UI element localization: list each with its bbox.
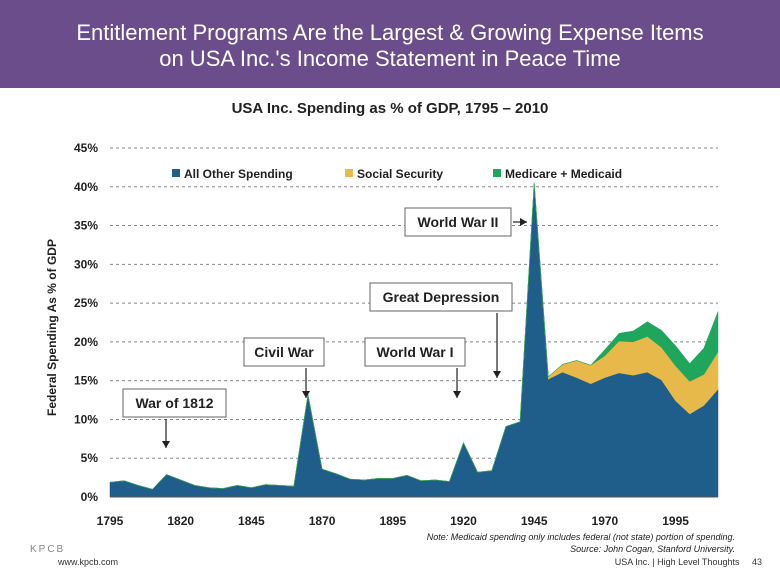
- x-tick-label: 1995: [662, 514, 689, 528]
- slide-title-line-1: Entitlement Programs Are the Largest & G…: [76, 20, 704, 45]
- slide-title-line-2: on USA Inc.'s Income Statement in Peace …: [159, 46, 621, 71]
- legend-swatch: [493, 169, 501, 177]
- x-tick-label: 1820: [167, 514, 194, 528]
- callout-label: World War II: [418, 214, 499, 230]
- title-banner: Entitlement Programs Are the Largest & G…: [0, 0, 780, 88]
- callout-arrow-head: [493, 371, 501, 378]
- y-tick-label: 0%: [81, 490, 99, 504]
- x-tick-label: 1895: [379, 514, 406, 528]
- x-tick-label: 1970: [592, 514, 619, 528]
- medicaid-note: Note: Medicaid spending only includes fe…: [426, 532, 735, 542]
- area-medicare-medicaid: [109, 182, 719, 490]
- footer-website: www.kpcb.com: [58, 557, 119, 567]
- x-tick-label: 1845: [238, 514, 265, 528]
- callout-box: [122, 388, 227, 418]
- callout-arrow-head: [520, 218, 527, 226]
- y-tick-label: 15%: [74, 374, 98, 388]
- callout-label: War of 1812: [135, 395, 213, 411]
- y-tick-label: 10%: [74, 412, 98, 426]
- y-tick-label: 30%: [74, 257, 98, 271]
- callout-label: Civil War: [254, 344, 314, 360]
- footer-right: USA Inc. | High Level Thoughts 43: [615, 557, 762, 567]
- legend-swatch: [345, 169, 353, 177]
- x-tick-label: 1795: [97, 514, 124, 528]
- y-tick-label: 20%: [74, 335, 98, 349]
- callout-arrow-head: [302, 391, 310, 398]
- callout-arrow-head: [453, 391, 461, 398]
- x-tick-label: 1870: [309, 514, 336, 528]
- legend-label: Medicare + Medicaid: [505, 167, 622, 181]
- kpcb-logo: KPCB: [30, 544, 66, 555]
- callout-label: World War I: [377, 344, 454, 360]
- y-tick-label: 45%: [74, 141, 98, 155]
- footer-deck-name: USA Inc. | High Level Thoughts: [614, 557, 740, 567]
- source-citation: Source: John Cogan, Stanford University.: [570, 544, 735, 554]
- x-tick-label: 1945: [521, 514, 548, 528]
- y-tick-label: 35%: [74, 219, 98, 233]
- callout-box: [243, 337, 325, 367]
- callout-box: [369, 282, 513, 312]
- y-axis-title: Federal Spending As % of GDP: [45, 239, 59, 416]
- callout-box: [364, 337, 466, 367]
- source-note: Note: Medicaid spending only includes fe…: [427, 531, 735, 555]
- x-tick-label: 1920: [450, 514, 477, 528]
- legend-label: All Other Spending: [184, 167, 293, 181]
- chart-title: USA Inc. Spending as % of GDP, 1795 – 20…: [231, 100, 549, 117]
- legend-label: Social Security: [357, 167, 443, 181]
- callout-box: [404, 207, 512, 237]
- y-tick-label: 5%: [81, 451, 99, 465]
- callout-label: Great Depression: [383, 289, 500, 305]
- y-tick-label: 40%: [74, 180, 98, 194]
- y-tick-label: 25%: [74, 296, 98, 310]
- legend-swatch: [172, 169, 180, 177]
- callout-arrow-head: [162, 441, 170, 448]
- page-number: 43: [751, 557, 762, 567]
